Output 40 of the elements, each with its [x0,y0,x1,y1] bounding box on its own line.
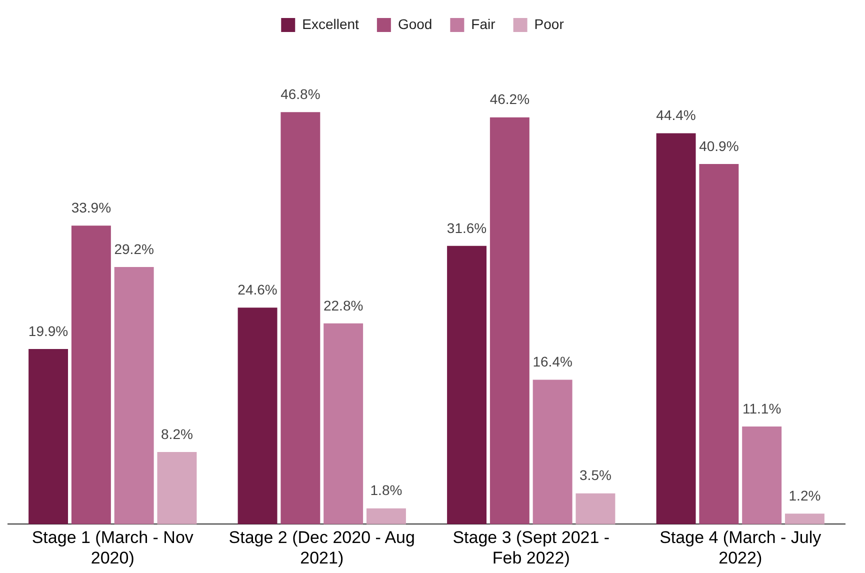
legend-label: Excellent [302,16,360,32]
data-label: 40.9% [699,138,739,154]
data-label: 11.1% [742,400,782,416]
x-tick-label: Stage 1 (March - Nov 2020) [32,528,194,568]
bar [366,508,406,524]
legend-label: Poor [534,16,564,32]
x-tick-label: Stage 4 (March - July 2022) [660,528,822,568]
data-label: 46.8% [280,86,320,102]
data-label: 31.6% [446,220,487,236]
bar [71,226,111,524]
data-label: 8.2% [161,426,193,442]
data-label: 33.9% [71,200,112,216]
data-label: 24.6% [238,281,278,298]
legend-label: Fair [471,16,496,32]
legend-label: Good [398,16,432,32]
data-label: 19.9% [28,322,68,339]
bar [699,164,739,524]
bar [784,514,824,524]
data-label: 1.8% [370,482,402,498]
bar [447,246,487,524]
bar [576,493,616,524]
data-label: 44.4% [656,107,696,124]
data-label: 3.5% [580,467,612,484]
bar [28,348,68,524]
bar [656,133,696,524]
bar [324,323,364,524]
data-label: 22.8% [323,297,364,314]
bar [157,452,197,524]
bar [490,117,530,524]
data-label: 1.2% [788,487,821,504]
bar [280,112,320,524]
data-label: 46.2% [490,91,530,108]
bar [238,308,278,524]
x-tick-label: Stage 2 (Dec 2020 - Aug 2021) [228,528,415,568]
bar [532,380,572,524]
x-tick-label: Stage 3 (Sept 2021 - Feb 2022) [452,528,610,568]
bar [742,426,782,524]
data-label: 29.2% [114,240,154,257]
data-label: 16.4% [532,354,572,370]
bar [114,267,154,524]
